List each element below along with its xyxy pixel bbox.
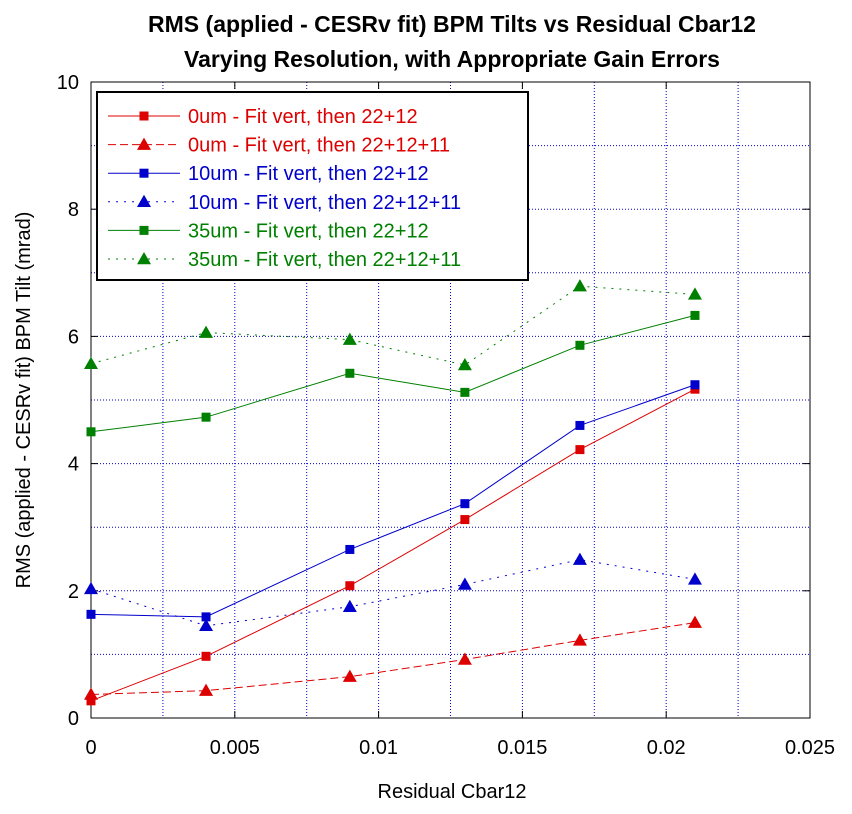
legend-item: 35um - Fit vert, then 22+12+11: [108, 249, 461, 271]
data-point: [86, 696, 96, 706]
legend-label: 35um - Fit vert, then 22+12: [188, 220, 429, 242]
series-3: [86, 380, 700, 622]
data-point: [572, 633, 587, 646]
data-point: [457, 358, 472, 371]
data-point: [572, 279, 587, 292]
x-tick-label: 0: [85, 737, 96, 759]
data-point: [342, 599, 357, 612]
series-layer: [84, 279, 702, 706]
data-point: [575, 420, 585, 430]
data-point: [84, 356, 98, 369]
data-point: [201, 412, 211, 422]
x-tick-label: 0.015: [497, 737, 547, 759]
legend-marker: [139, 111, 149, 121]
data-point: [84, 581, 98, 595]
data-point: [460, 499, 470, 509]
legend-box: [96, 91, 529, 281]
y-tick-label: 6: [68, 326, 79, 348]
legend-marker: [137, 252, 151, 265]
data-point: [572, 552, 587, 565]
data-point: [457, 652, 472, 665]
data-point: [199, 325, 214, 338]
data-point: [457, 577, 472, 590]
data-point: [687, 615, 702, 628]
legend-label: 10um - Fit vert, then 22+12: [188, 163, 429, 185]
series-line: [90, 622, 696, 695]
data-point: [575, 445, 585, 455]
legend-marker: [139, 168, 149, 178]
series-line: [90, 559, 696, 627]
y-tick-label: 10: [57, 72, 79, 94]
data-point: [342, 669, 357, 682]
data-point: [84, 687, 98, 700]
data-point: [201, 651, 211, 661]
legend-marker: [137, 137, 151, 150]
chart-title: RMS (applied - CESRv fit) BPM Tilts vs R…: [148, 11, 756, 37]
data-point: [345, 368, 355, 378]
data-point: [690, 380, 700, 390]
legend-item: 10um - Fit vert, then 22+12: [108, 163, 429, 185]
data-point: [460, 515, 470, 525]
legend-label: 0um - Fit vert, then 22+12+11: [188, 135, 450, 157]
legend-item: 0um - Fit vert, then 22+12+11: [108, 135, 450, 157]
x-axis-label: Residual Cbar12: [378, 781, 527, 803]
series-line: [90, 285, 695, 366]
legend-label: 0um - Fit vert, then 22+12: [188, 106, 418, 128]
legend-item: 35um - Fit vert, then 22+12: [108, 220, 429, 242]
data-point: [342, 332, 357, 345]
legend: 0um - Fit vert, then 22+12 0um - Fit vert…: [96, 91, 529, 281]
legend-label: 10um - Fit vert, then 22+12+11: [188, 192, 461, 214]
series-line: [90, 384, 696, 618]
legend-marker: [137, 194, 151, 208]
data-point: [460, 387, 470, 397]
x-tick-label: 0.02: [647, 737, 686, 759]
data-point: [345, 544, 355, 554]
y-tick-label: 0: [68, 708, 79, 730]
chart-subtitle: Varying Resolution, with Appropriate Gai…: [184, 46, 720, 72]
series-line: [90, 314, 696, 433]
series-5: [86, 310, 700, 437]
plot-frame: [90, 81, 811, 719]
data-point: [690, 310, 700, 320]
x-tick-label: 0.025: [785, 737, 835, 759]
series-4: [84, 552, 702, 632]
legend-marker: [139, 225, 149, 235]
y-tick-label: 8: [68, 199, 79, 221]
series-6: [84, 279, 702, 371]
series-1: [86, 384, 700, 706]
data-point: [199, 618, 214, 632]
y-axis-label: RMS (applied - CESRv fit) BPM Tilt (mrad…: [13, 212, 35, 589]
data-point: [345, 581, 355, 591]
y-tick-label: 4: [68, 454, 79, 476]
y-tick-label: 2: [68, 581, 79, 603]
data-point: [201, 612, 211, 622]
data-point: [687, 287, 702, 300]
legend-item: 0um - Fit vert, then 22+12: [108, 106, 418, 128]
x-tick-label: 0.005: [210, 737, 260, 759]
legend-item: 10um - Fit vert, then 22+12+11: [108, 192, 461, 214]
data-point: [86, 427, 96, 437]
series-line: [90, 388, 696, 702]
legend-label: 35um - Fit vert, then 22+12+11: [188, 249, 461, 271]
series-2: [84, 615, 702, 700]
data-point: [687, 572, 702, 585]
data-point: [575, 340, 585, 350]
data-point: [199, 683, 214, 696]
x-tick-label: 0.01: [359, 737, 398, 759]
data-point: [86, 609, 96, 619]
axis-ticks: 0 0.005 0.01 0.015 0.02 0.025 0 2 4 6 8 10: [57, 72, 835, 759]
